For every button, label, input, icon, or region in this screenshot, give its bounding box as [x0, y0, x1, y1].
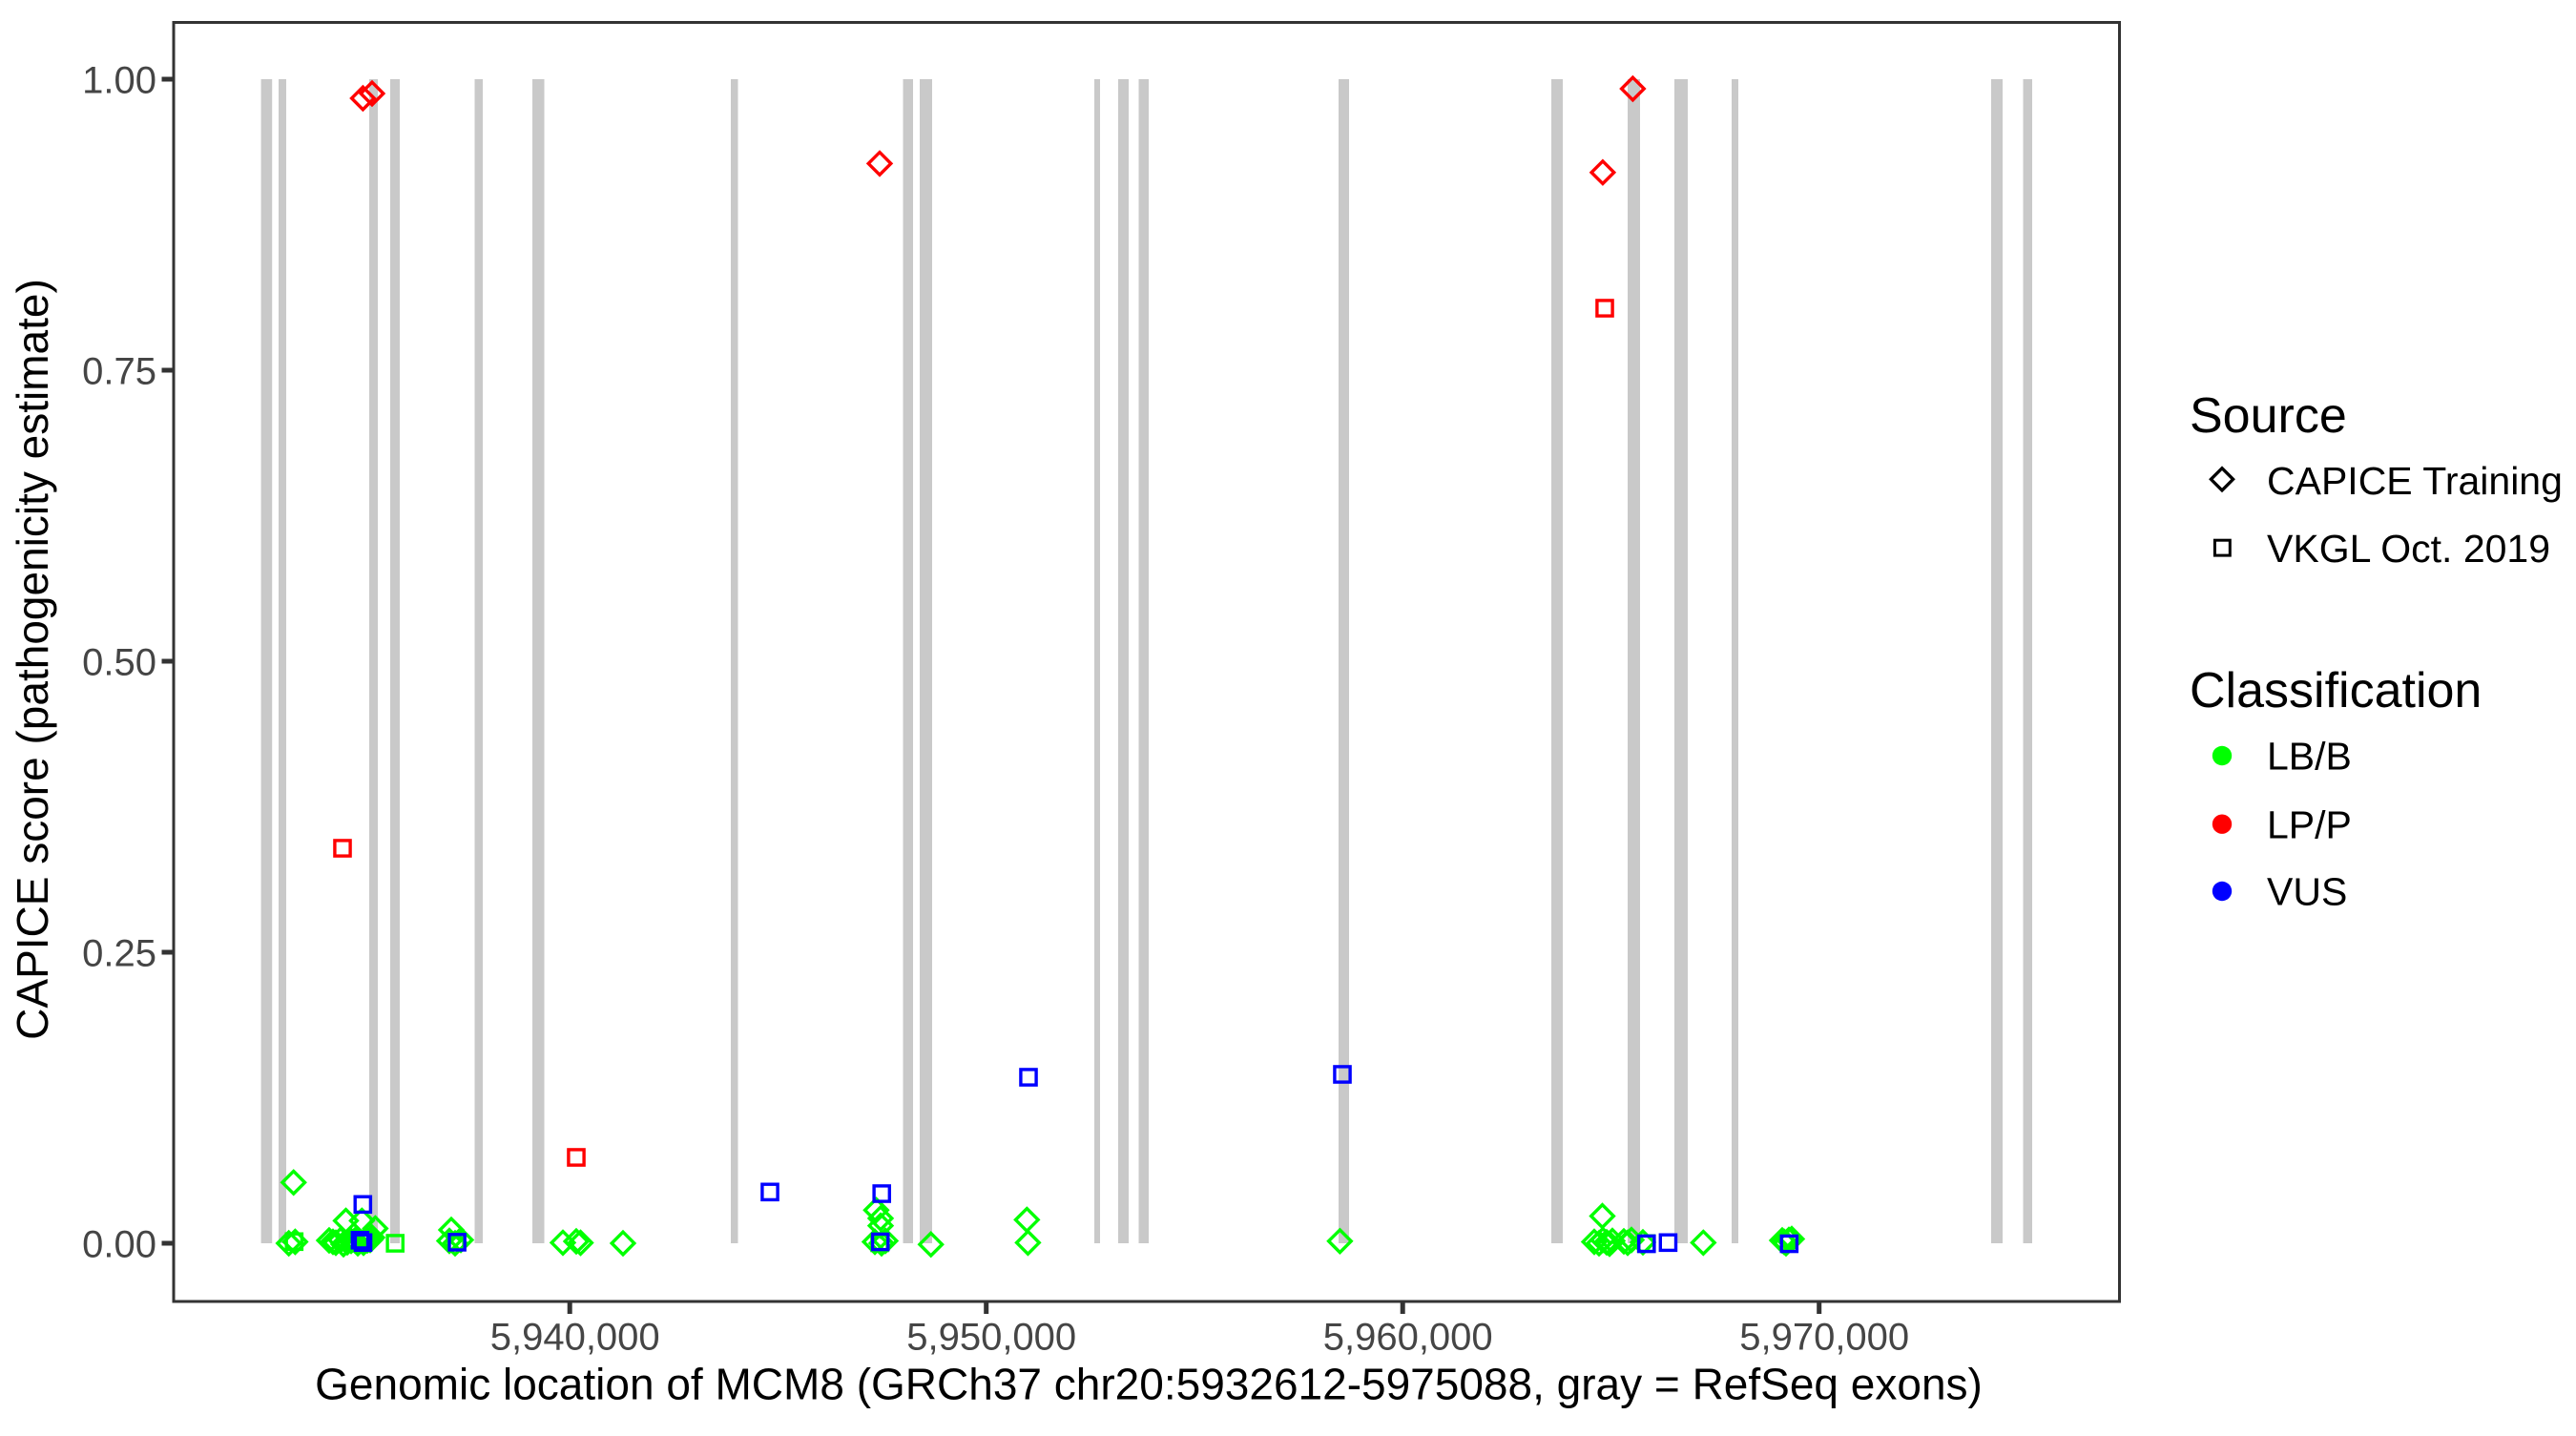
svg-text:5,940,000: 5,940,000 [490, 1317, 660, 1359]
svg-text:Source: Source [2190, 388, 2347, 444]
svg-text:5,970,000: 5,970,000 [1739, 1317, 1909, 1359]
svg-text:CAPICE Training: CAPICE Training [2267, 459, 2563, 503]
svg-text:LB/B: LB/B [2267, 735, 2352, 779]
svg-text:Genomic location of MCM8 (GRCh: Genomic location of MCM8 (GRCh37 chr20:5… [315, 1360, 1983, 1409]
svg-text:1.00: 1.00 [82, 60, 156, 102]
svg-text:Classification: Classification [2190, 663, 2482, 718]
svg-text:0.50: 0.50 [82, 642, 156, 684]
svg-text:LP/P: LP/P [2267, 802, 2352, 846]
svg-text:VUS: VUS [2267, 870, 2347, 914]
svg-text:CAPICE score (pathogenicity es: CAPICE score (pathogenicity estimate) [8, 279, 57, 1040]
svg-text:0.25: 0.25 [82, 933, 156, 975]
svg-text:VKGL Oct. 2019: VKGL Oct. 2019 [2267, 527, 2550, 571]
svg-text:0.00: 0.00 [82, 1224, 156, 1266]
svg-text:5,960,000: 5,960,000 [1323, 1317, 1493, 1359]
svg-text:0.75: 0.75 [82, 351, 156, 393]
svg-text:5,950,000: 5,950,000 [906, 1317, 1076, 1359]
